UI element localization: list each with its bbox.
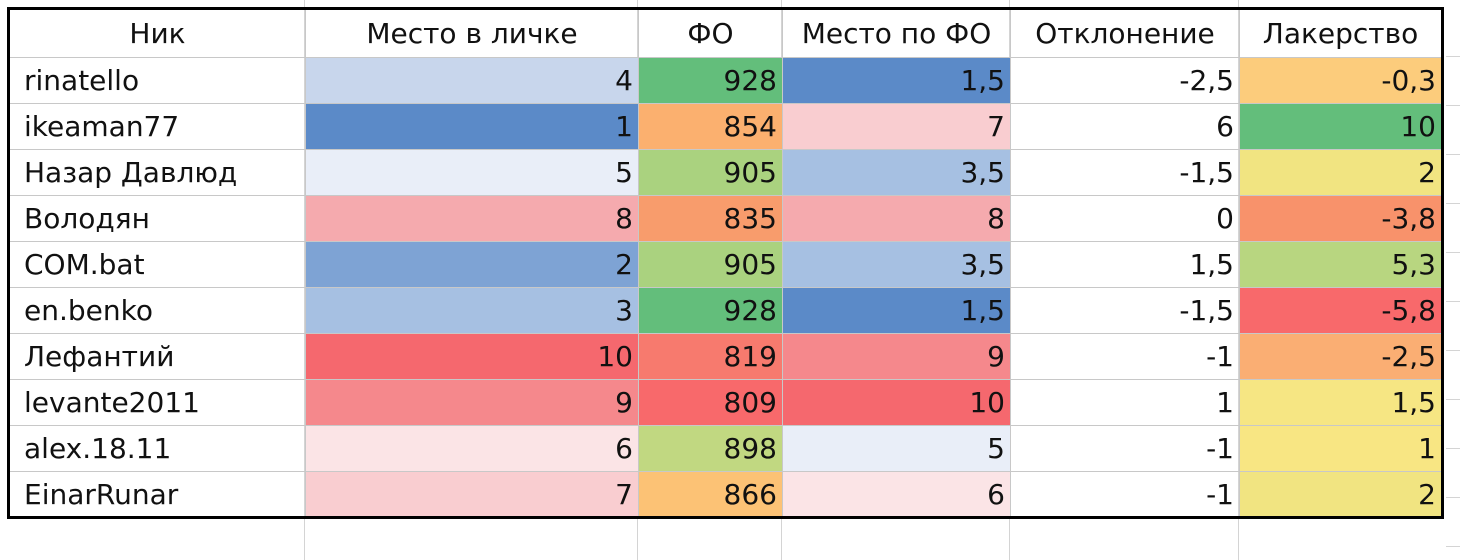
table-row: EinarRunar 7 866 6 -1 2	[8, 471, 1443, 518]
cell-deviation[interactable]: -1	[1010, 333, 1240, 380]
cell-deviation[interactable]: 6	[1010, 103, 1240, 150]
table-row: Назар Давлюд 5 905 3,5 -1,5 2	[8, 149, 1443, 196]
header-row: Ник Место в личке ФО Место по ФО Отклоне…	[8, 8, 1443, 58]
cell-place-fo[interactable]: 1,5	[782, 57, 1011, 104]
cell-place-fo[interactable]: 8	[782, 195, 1011, 242]
cell-deviation[interactable]: -1	[1010, 471, 1240, 518]
table-row: Володян 8 835 8 0 -3,8	[8, 195, 1443, 242]
cell-luck[interactable]: 1,5	[1239, 379, 1443, 426]
cell-fo[interactable]: 928	[638, 287, 783, 334]
cell-luck[interactable]: 2	[1239, 471, 1443, 518]
cell-fo[interactable]: 809	[638, 379, 783, 426]
cell-luck[interactable]: -5,8	[1239, 287, 1443, 334]
cell-place-pm[interactable]: 4	[305, 57, 639, 104]
cell-nick[interactable]: ikeaman77	[8, 103, 306, 150]
header-place-pm[interactable]: Место в личке	[305, 8, 639, 58]
sheet-gridline	[1446, 301, 1460, 302]
table-row: levante2011 9 809 10 1 1,5	[8, 379, 1443, 426]
cell-place-fo[interactable]: 3,5	[782, 241, 1011, 288]
cell-nick[interactable]: en.benko	[8, 287, 306, 334]
sheet-gridline	[1446, 448, 1460, 449]
cell-deviation[interactable]: -2,5	[1010, 57, 1240, 104]
cell-place-fo[interactable]: 7	[782, 103, 1011, 150]
sheet-gridline	[1446, 105, 1460, 106]
cell-fo[interactable]: 854	[638, 103, 783, 150]
table-row: rinatello 4 928 1,5 -2,5 -0,3	[8, 57, 1443, 104]
cell-fo[interactable]: 898	[638, 425, 783, 472]
cell-deviation[interactable]: 1,5	[1010, 241, 1240, 288]
cell-deviation[interactable]: 1	[1010, 379, 1240, 426]
cell-fo[interactable]: 819	[638, 333, 783, 380]
sheet-gridline	[1446, 497, 1460, 498]
spreadsheet-table: Ник Место в личке ФО Место по ФО Отклоне…	[7, 7, 1444, 519]
cell-deviation[interactable]: -1	[1010, 425, 1240, 472]
cell-place-pm[interactable]: 8	[305, 195, 639, 242]
table-row: alex.18.11 6 898 5 -1 1	[8, 425, 1443, 472]
table-row: COM.bat 2 905 3,5 1,5 5,3	[8, 241, 1443, 288]
cell-place-pm[interactable]: 3	[305, 287, 639, 334]
table-row: Лефантий 10 819 9 -1 -2,5	[8, 333, 1443, 380]
cell-place-pm[interactable]: 2	[305, 241, 639, 288]
cell-deviation[interactable]: -1,5	[1010, 149, 1240, 196]
cell-place-pm[interactable]: 6	[305, 425, 639, 472]
cell-fo[interactable]: 905	[638, 149, 783, 196]
cell-nick[interactable]: EinarRunar	[8, 471, 306, 518]
cell-luck[interactable]: 1	[1239, 425, 1443, 472]
cell-place-fo[interactable]: 3,5	[782, 149, 1011, 196]
cell-place-fo[interactable]: 9	[782, 333, 1011, 380]
header-fo[interactable]: ФО	[638, 8, 783, 58]
cell-nick[interactable]: rinatello	[8, 57, 306, 104]
cell-place-pm[interactable]: 10	[305, 333, 639, 380]
sheet-gridline	[1446, 56, 1460, 57]
cell-place-pm[interactable]: 5	[305, 149, 639, 196]
cell-place-pm[interactable]: 1	[305, 103, 639, 150]
cell-place-fo[interactable]: 10	[782, 379, 1011, 426]
sheet-gridline	[1446, 203, 1460, 204]
cell-fo[interactable]: 866	[638, 471, 783, 518]
header-deviation[interactable]: Отклонение	[1010, 8, 1240, 58]
table-row: en.benko 3 928 1,5 -1,5 -5,8	[8, 287, 1443, 334]
cell-place-fo[interactable]: 6	[782, 471, 1011, 518]
cell-place-pm[interactable]: 9	[305, 379, 639, 426]
sheet-gridline	[1446, 252, 1460, 253]
cell-place-fo[interactable]: 5	[782, 425, 1011, 472]
cell-luck[interactable]: 10	[1239, 103, 1443, 150]
cell-place-fo[interactable]: 1,5	[782, 287, 1011, 334]
cell-deviation[interactable]: 0	[1010, 195, 1240, 242]
cell-nick[interactable]: Назар Давлюд	[8, 149, 306, 196]
cell-deviation[interactable]: -1,5	[1010, 287, 1240, 334]
cell-fo[interactable]: 835	[638, 195, 783, 242]
cell-nick[interactable]: COM.bat	[8, 241, 306, 288]
cell-luck[interactable]: 5,3	[1239, 241, 1443, 288]
cell-luck[interactable]: -2,5	[1239, 333, 1443, 380]
sheet-gridline	[1446, 546, 1460, 547]
cell-luck[interactable]: -0,3	[1239, 57, 1443, 104]
cell-fo[interactable]: 905	[638, 241, 783, 288]
cell-nick[interactable]: levante2011	[8, 379, 306, 426]
cell-nick[interactable]: Володян	[8, 195, 306, 242]
cell-nick[interactable]: alex.18.11	[8, 425, 306, 472]
cell-fo[interactable]: 928	[638, 57, 783, 104]
cell-luck[interactable]: 2	[1239, 149, 1443, 196]
header-luck[interactable]: Лакерство	[1239, 8, 1443, 58]
cell-nick[interactable]: Лефантий	[8, 333, 306, 380]
sheet-gridline	[1446, 154, 1460, 155]
cell-place-pm[interactable]: 7	[305, 471, 639, 518]
sheet-gridline	[1446, 350, 1460, 351]
header-place-fo[interactable]: Место по ФО	[782, 8, 1011, 58]
table-row: ikeaman77 1 854 7 6 10	[8, 103, 1443, 150]
sheet-gridline	[1446, 399, 1460, 400]
cell-luck[interactable]: -3,8	[1239, 195, 1443, 242]
header-nick[interactable]: Ник	[8, 8, 306, 58]
